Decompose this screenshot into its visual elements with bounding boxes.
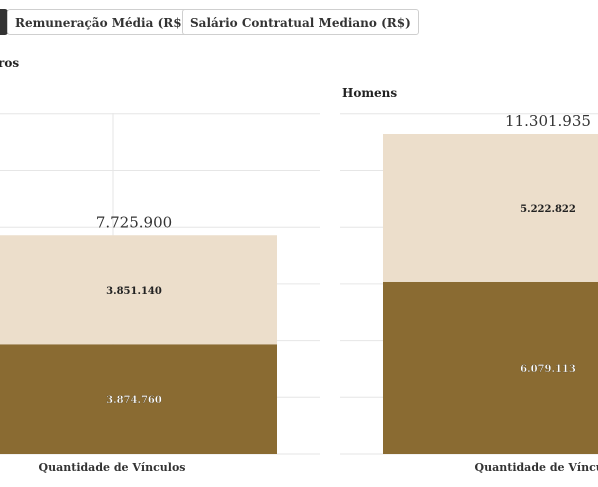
bar-data-label: 3.874.760 (106, 395, 162, 406)
bar-data-label: 6.079.113 (520, 364, 576, 375)
category-label: Quantidade de Vínculos (39, 461, 186, 474)
bar-data-label: 3.851.140 (106, 286, 162, 297)
tab-salario-contratual-label: Salário Contratual Mediano (R$) (190, 16, 411, 30)
stack-total-label: 11.301.935 (505, 112, 591, 130)
stack-total-label: 7.725.900 (96, 213, 172, 231)
bar-segment-dark (383, 281, 598, 454)
bar-segment-light (0, 235, 277, 345)
panel-title-left: ros (0, 56, 20, 70)
bar-data-label: 5.222.822 (520, 204, 576, 215)
bar-segment-light (383, 134, 598, 282)
category-label: Quantidade de Vínculos (475, 461, 598, 474)
bar-segment-dark (0, 344, 277, 454)
tab-remuneracao-media[interactable]: Remuneração Média (R$) (7, 9, 196, 35)
tab-salario-contratual[interactable]: Salário Contratual Mediano (R$) (182, 9, 419, 35)
tab-remuneracao-media-label: Remuneração Média (R$) (15, 16, 188, 30)
panel-title-right: Homens (342, 86, 398, 100)
